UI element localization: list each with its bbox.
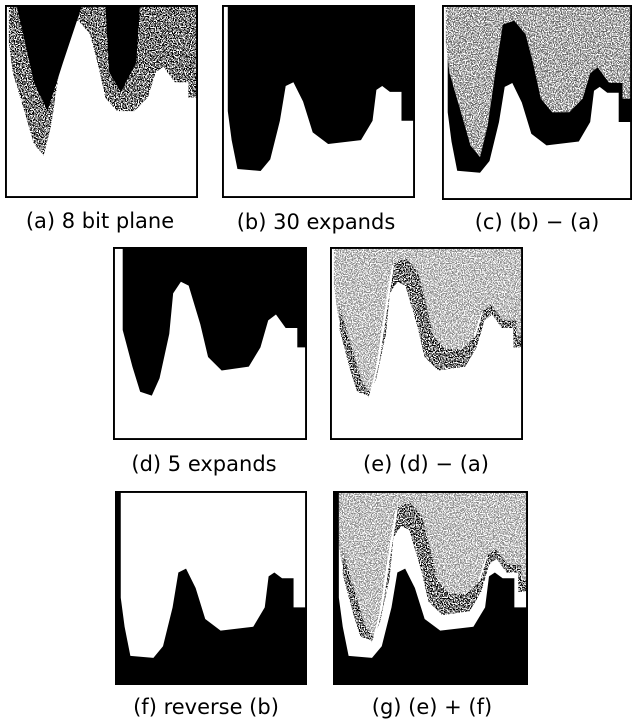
caption: (g) (e) + (f) (372, 695, 492, 719)
panel-g-image (333, 491, 528, 685)
panel-b-image (222, 5, 415, 198)
panel-e-image (330, 247, 523, 440)
caption: (f) reverse (b) (133, 695, 279, 719)
caption: (a) 8 bit plane (26, 209, 174, 233)
panel-c-image (442, 5, 632, 200)
panel-a-image (5, 5, 198, 198)
panel-f-image (115, 491, 307, 685)
caption: (c) (b) − (a) (475, 210, 600, 234)
panel-d-image (113, 247, 307, 440)
caption: (b) 30 expands (237, 210, 396, 234)
caption: (d) 5 expands (131, 452, 276, 476)
caption: (e) (d) − (a) (363, 452, 489, 476)
